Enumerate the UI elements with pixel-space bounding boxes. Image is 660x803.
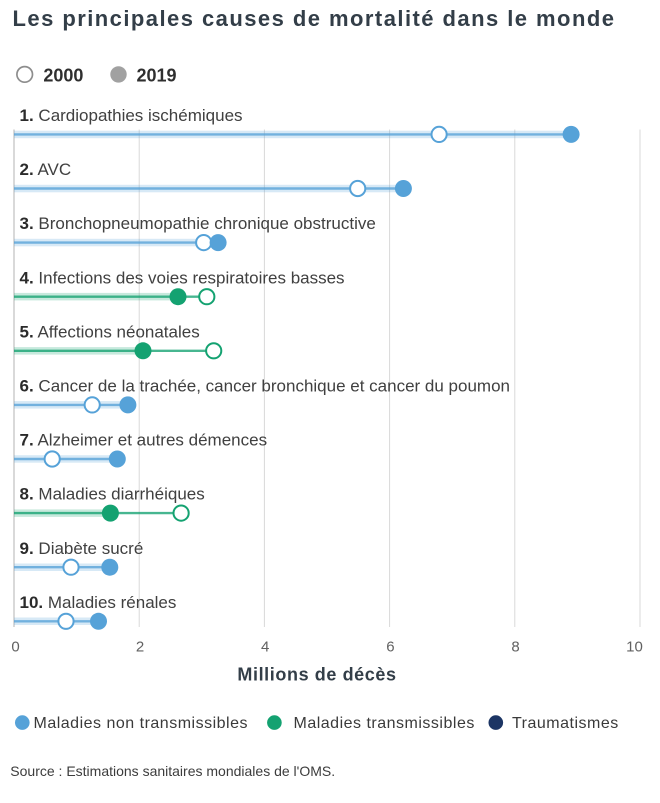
svg-text:5. Affections néonatales: 5. Affections néonatales bbox=[20, 322, 200, 341]
svg-text:Maladies non transmissibles: Maladies non transmissibles bbox=[34, 715, 248, 732]
svg-text:2000: 2000 bbox=[43, 66, 83, 86]
svg-text:Maladies transmissibles: Maladies transmissibles bbox=[294, 715, 475, 732]
svg-text:1. Cardiopathies ischémiques: 1. Cardiopathies ischémiques bbox=[20, 106, 243, 125]
svg-text:7. Alzheimer et autres démence: 7. Alzheimer et autres démences bbox=[20, 431, 268, 450]
svg-text:4: 4 bbox=[261, 639, 269, 656]
svg-text:10. Maladies rénales: 10. Maladies rénales bbox=[20, 593, 177, 612]
svg-text:Les principales causes de mort: Les principales causes de mortalité dans… bbox=[13, 6, 616, 31]
svg-text:Traumatismes: Traumatismes bbox=[512, 715, 619, 732]
svg-text:2: 2 bbox=[136, 639, 144, 656]
svg-text:9. Diabète sucré: 9. Diabète sucré bbox=[20, 539, 144, 558]
svg-text:2019: 2019 bbox=[137, 66, 177, 86]
svg-text:10: 10 bbox=[626, 639, 643, 656]
svg-text:8: 8 bbox=[511, 639, 519, 656]
svg-text:Source : Estimations sanitaire: Source : Estimations sanitaires mondiale… bbox=[10, 763, 335, 779]
svg-text:6: 6 bbox=[386, 639, 394, 656]
svg-text:2. AVC: 2. AVC bbox=[20, 160, 72, 179]
svg-text:4. Infections des voies respir: 4. Infections des voies respiratoires ba… bbox=[20, 268, 345, 287]
svg-text:8. Maladies diarrhéiques: 8. Maladies diarrhéiques bbox=[20, 485, 205, 504]
svg-text:Millions de décès: Millions de décès bbox=[237, 665, 396, 685]
svg-text:6. Cancer de la trachée, cance: 6. Cancer de la trachée, cancer bronchiq… bbox=[20, 377, 510, 396]
svg-text:3. Bronchopneumopathie chroniq: 3. Bronchopneumopathie chronique obstruc… bbox=[20, 214, 376, 233]
svg-text:0: 0 bbox=[11, 639, 19, 656]
